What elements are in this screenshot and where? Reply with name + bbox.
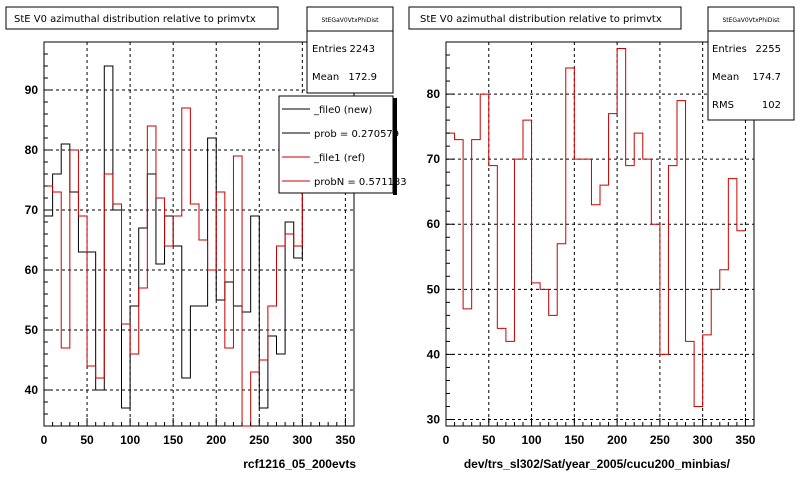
x-tick-label: 350 bbox=[735, 433, 755, 447]
histogram-series-0 bbox=[446, 48, 746, 407]
left-stats-entries-value: 2243 bbox=[350, 44, 375, 55]
right-stats-box bbox=[707, 6, 795, 121]
x-tick-label: 300 bbox=[292, 433, 312, 447]
right-stats-name: StEGaV0VtxPhiDist bbox=[722, 17, 780, 24]
legend-label-file1: _file1 (ref) bbox=[313, 153, 365, 164]
right-title-box bbox=[408, 6, 682, 30]
x-tick-label: 50 bbox=[482, 433, 496, 447]
x-tick-label: 0 bbox=[443, 433, 450, 447]
histogram-series-1 bbox=[44, 107, 311, 427]
left-title-box bbox=[5, 6, 279, 30]
x-tick-label: 50 bbox=[80, 433, 94, 447]
right-stats-entries-value: 2255 bbox=[756, 44, 781, 55]
x-tick-label: 250 bbox=[249, 433, 269, 447]
left-stats-box bbox=[306, 6, 394, 94]
right-axis-ticks: 0 50 100 150 200 250 300 350 30 40 50 60 70 80 bbox=[427, 41, 756, 447]
right-x-axis-caption: dev/trs_sl302/Sat/year_2005/cucu200_minb… bbox=[464, 457, 731, 471]
x-tick-label: 150 bbox=[163, 433, 183, 447]
legend-box bbox=[278, 95, 394, 194]
x-tick-label: 300 bbox=[693, 433, 713, 447]
legend-shadow-right bbox=[393, 98, 397, 195]
left-series-layer bbox=[44, 65, 311, 427]
x-tick-label: 200 bbox=[607, 433, 627, 447]
y-tick-label: 50 bbox=[427, 282, 441, 296]
legend-label-prob: prob = 0.270579 bbox=[314, 129, 399, 140]
y-tick-label: 40 bbox=[427, 347, 441, 361]
right-stats-mean-value: 174.7 bbox=[752, 72, 781, 83]
left-title: StE V0 azimuthal distribution relative t… bbox=[14, 14, 256, 25]
legend-label-probn: probN = 0.571183 bbox=[314, 177, 407, 188]
y-tick-label: 40 bbox=[25, 383, 39, 397]
y-tick-label: 70 bbox=[25, 203, 39, 217]
right-stats-mean-label: Mean bbox=[712, 72, 739, 83]
right-stats-rms-label: RMS bbox=[712, 100, 734, 111]
x-tick-label: 350 bbox=[335, 433, 355, 447]
y-tick-label: 80 bbox=[427, 87, 441, 101]
x-tick-label: 100 bbox=[522, 433, 542, 447]
legend-label-file0: _file0 (new) bbox=[313, 105, 372, 116]
x-tick-label: 100 bbox=[120, 433, 140, 447]
right-series-layer bbox=[446, 48, 746, 407]
histogram-series-0 bbox=[44, 65, 311, 409]
left-axis-ticks: 0 50 100 150 200 250 300 350 40 50 60 70 80 90 bbox=[25, 41, 356, 447]
x-tick-label: 0 bbox=[41, 433, 48, 447]
left-stats-mean-value: 172.9 bbox=[348, 72, 377, 83]
y-tick-label: 80 bbox=[25, 143, 39, 157]
left-histogram-panel: StE V0 azimuthal distribution relative t… bbox=[5, 6, 407, 471]
left-x-axis-caption: rcf1216_05_200evts bbox=[243, 457, 356, 471]
left-stats-entries-label: Entries bbox=[312, 44, 347, 55]
y-tick-label: 90 bbox=[25, 83, 39, 97]
y-tick-label: 30 bbox=[427, 412, 441, 426]
right-title: StE V0 azimuthal distribution relative t… bbox=[420, 14, 662, 25]
left-legend: _file0 (new) prob = 0.270579 _file1 (ref… bbox=[278, 95, 407, 195]
right-stats-rms-value: 102 bbox=[762, 100, 781, 111]
x-tick-label: 150 bbox=[564, 433, 584, 447]
right-stats-entries-label: Entries bbox=[712, 44, 747, 55]
x-tick-label: 200 bbox=[206, 433, 226, 447]
x-tick-label: 250 bbox=[650, 433, 670, 447]
left-stats-mean-label: Mean bbox=[312, 72, 339, 83]
y-tick-label: 60 bbox=[25, 263, 39, 277]
left-stats-name: StEGaV0VtxPhiDist bbox=[321, 17, 379, 24]
y-tick-label: 50 bbox=[25, 323, 39, 337]
y-tick-label: 70 bbox=[427, 152, 441, 166]
y-tick-label: 60 bbox=[427, 217, 441, 231]
right-histogram-panel: StE V0 azimuthal distribution relative t… bbox=[408, 6, 795, 471]
